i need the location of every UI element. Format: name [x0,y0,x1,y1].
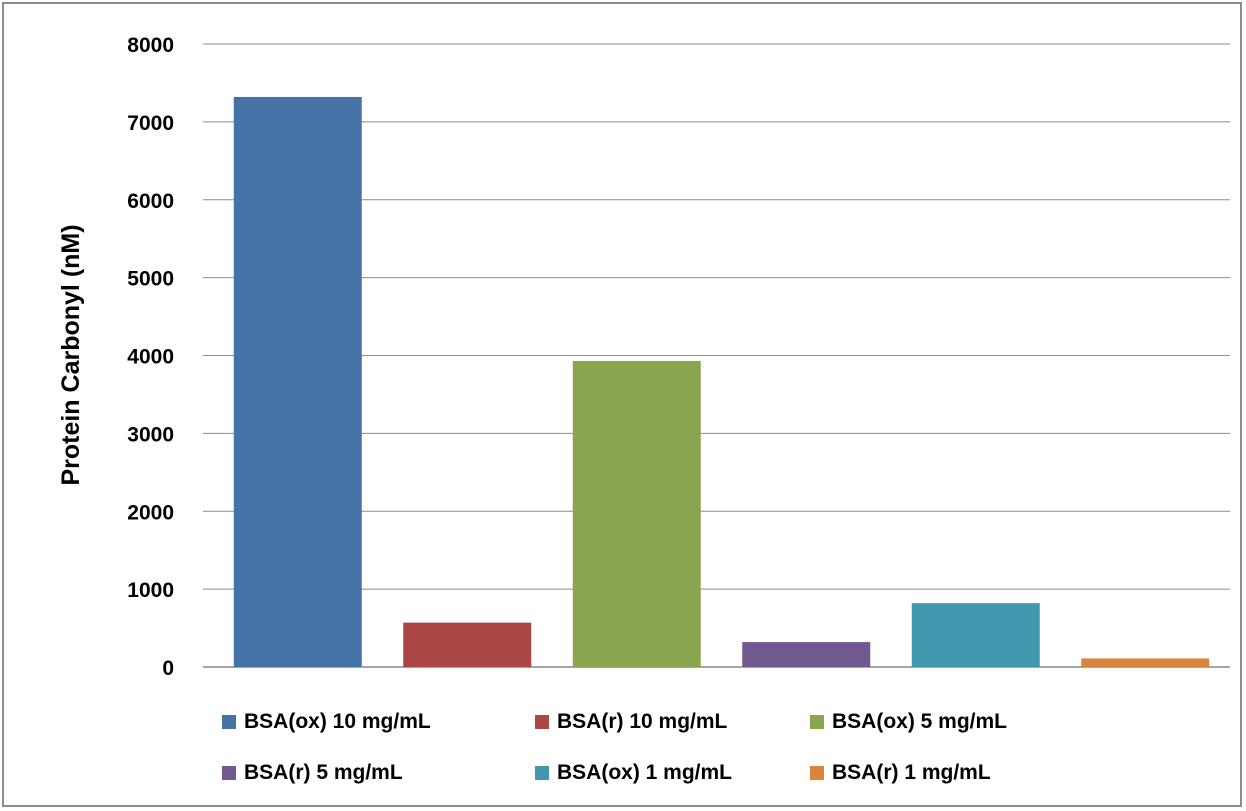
bar-bsa-ox-1-mg-ml [911,603,1040,667]
y-axis-title: Protein Carbonyl (nM) [57,224,85,485]
y-tick-label: 1000 [127,579,174,602]
legend-label: BSA(r) 10 mg/mL [557,710,728,733]
legend-row: BSA(r) 5 mg/mL BSA(ox) 1 mg/mL BSA(r) 1 mg… [222,754,1082,792]
legend-swatch [535,715,549,729]
legend-swatch [810,766,824,780]
y-tick-label: 7000 [127,112,174,135]
legend-item: BSA(r) 5 mg/mL [222,761,535,785]
bars [233,96,1210,667]
legend-swatch [222,766,236,780]
bar-bsa-ox-10-mg-ml [233,96,362,667]
legend-item: BSA(r) 10 mg/mL [535,710,810,734]
legend-swatch [535,766,549,780]
legend-row: BSA(ox) 10 mg/mL BSA(r) 10 mg/mL BSA(ox) 5… [222,703,1082,741]
legend-label: BSA(ox) 10 mg/mL [244,710,431,733]
y-tick-label: 6000 [127,190,174,213]
legend-swatch [222,715,236,729]
y-tick-label: 2000 [127,501,174,524]
legend-item: BSA(ox) 10 mg/mL [222,710,535,734]
legend-label: BSA(ox) 1 mg/mL [557,761,733,784]
legend-item: BSA(ox) 5 mg/mL [810,710,1050,734]
legend: BSA(ox) 10 mg/mL BSA(r) 10 mg/mL BSA(ox) 5… [222,703,1082,805]
y-tick-label: 8000 [127,34,174,57]
y-tick-label: 0 [162,657,174,680]
legend-swatch [810,715,824,729]
legend-label: BSA(ox) 5 mg/mL [832,710,1008,733]
legend-item: BSA(ox) 1 mg/mL [535,761,810,785]
legend-label: BSA(r) 1 mg/mL [832,761,991,784]
y-tick-label: 4000 [127,346,174,369]
y-tick-label: 3000 [127,423,174,446]
y-tick-label: 5000 [127,268,174,291]
bar-bsa-r-10-mg-ml [403,622,532,667]
gridlines [203,43,1230,668]
y-axis-ticks: 0 1000 2000 3000 4000 5000 6000 7000 8000 [127,34,174,680]
legend-item: BSA(r) 1 mg/mL [810,761,1050,785]
bar-bsa-r-1-mg-ml [1081,658,1210,667]
bar-bsa-ox-5-mg-ml [572,360,701,667]
bar-bsa-r-5-mg-ml [742,642,871,667]
legend-label: BSA(r) 5 mg/mL [244,761,403,784]
